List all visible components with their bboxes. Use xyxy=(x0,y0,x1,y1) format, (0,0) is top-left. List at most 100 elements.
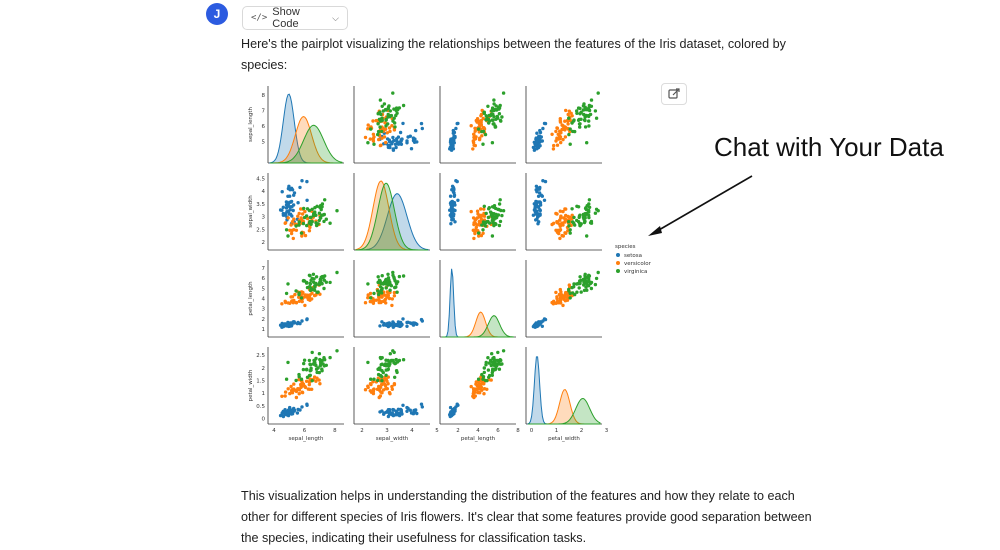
point-virginica xyxy=(299,377,304,381)
x-tick-label: 3 xyxy=(385,428,389,434)
point-virginica xyxy=(389,358,394,363)
point-virginica xyxy=(486,104,490,108)
point-virginica xyxy=(501,209,506,213)
point-versicolor xyxy=(555,212,559,216)
point-versicolor xyxy=(382,135,387,139)
point-versicolor xyxy=(554,290,558,295)
point-virginica xyxy=(567,116,571,120)
point-virginica xyxy=(501,349,506,353)
point-virginica xyxy=(393,125,397,129)
point-virginica xyxy=(378,279,382,283)
point-virginica xyxy=(481,377,485,381)
point-setosa xyxy=(419,402,424,406)
point-virginica xyxy=(573,292,577,297)
y-tick-label: 2.5 xyxy=(256,227,265,233)
show-code-label: Show Code xyxy=(272,6,300,30)
point-virginica xyxy=(582,283,586,287)
point-virginica xyxy=(315,204,319,208)
legend-marker-setosa xyxy=(616,253,620,257)
point-setosa xyxy=(538,144,542,148)
point-setosa xyxy=(455,179,459,184)
point-versicolor xyxy=(371,137,375,141)
point-virginica xyxy=(320,213,324,217)
legend-entry-versicolor: versicolor xyxy=(624,261,652,267)
point-virginica xyxy=(392,116,396,120)
point-versicolor xyxy=(555,296,559,301)
point-setosa xyxy=(401,121,405,126)
point-setosa xyxy=(283,212,287,216)
point-versicolor xyxy=(296,214,300,218)
point-versicolor xyxy=(476,212,480,216)
point-setosa xyxy=(298,185,302,190)
point-virginica xyxy=(494,362,498,366)
point-setosa xyxy=(391,413,396,418)
point-virginica xyxy=(593,109,598,113)
point-setosa xyxy=(419,121,424,126)
point-setosa xyxy=(419,317,424,322)
point-versicolor xyxy=(473,394,477,398)
point-virginica xyxy=(498,198,502,202)
point-setosa xyxy=(292,406,296,411)
external-edit-button[interactable] xyxy=(661,83,687,105)
point-virginica xyxy=(567,132,571,137)
point-setosa xyxy=(536,222,540,226)
point-versicolor xyxy=(387,296,392,301)
point-virginica xyxy=(482,204,486,208)
point-setosa xyxy=(406,320,410,324)
point-versicolor xyxy=(563,125,567,129)
point-versicolor xyxy=(564,213,568,218)
point-versicolor xyxy=(479,233,484,238)
point-versicolor xyxy=(475,120,479,124)
point-versicolor xyxy=(382,382,387,386)
point-setosa xyxy=(400,137,404,141)
point-virginica xyxy=(567,220,571,224)
point-virginica xyxy=(583,125,588,129)
point-virginica xyxy=(380,281,384,285)
point-virginica xyxy=(567,287,571,292)
point-versicolor xyxy=(472,236,476,241)
point-versicolor xyxy=(474,217,478,221)
point-setosa xyxy=(288,205,292,209)
point-virginica xyxy=(596,270,600,275)
point-virginica xyxy=(568,296,572,300)
point-virginica xyxy=(393,285,397,290)
point-virginica xyxy=(487,221,492,225)
point-setosa xyxy=(409,147,414,151)
point-versicolor xyxy=(558,287,562,292)
point-virginica xyxy=(593,211,598,215)
point-virginica xyxy=(310,276,314,281)
x-tick-label: 2 xyxy=(580,428,584,434)
point-setosa xyxy=(543,121,548,126)
point-versicolor xyxy=(561,209,565,214)
point-virginica xyxy=(284,228,289,232)
point-versicolor xyxy=(477,382,481,387)
point-setosa xyxy=(280,411,284,415)
point-virginica xyxy=(386,122,390,126)
point-virginica xyxy=(317,352,322,356)
point-setosa xyxy=(539,193,543,197)
x-axis-label: sepal_width xyxy=(376,436,409,442)
point-virginica xyxy=(578,275,582,279)
point-versicolor xyxy=(294,228,299,232)
point-setosa xyxy=(405,141,409,145)
point-versicolor xyxy=(481,116,485,121)
show-code-button[interactable]: </> Show Code ⌵ xyxy=(242,6,348,30)
point-virginica xyxy=(379,118,383,122)
point-virginica xyxy=(476,127,481,131)
point-setosa xyxy=(395,139,399,143)
point-versicolor xyxy=(477,137,482,142)
code-icon: </> xyxy=(251,13,268,23)
point-virginica xyxy=(568,291,572,296)
point-virginica xyxy=(316,222,320,226)
point-setosa xyxy=(405,324,409,328)
point-virginica xyxy=(578,213,582,217)
point-setosa xyxy=(392,408,396,412)
point-versicolor xyxy=(552,221,556,225)
point-virginica xyxy=(596,91,600,95)
point-setosa xyxy=(540,324,544,328)
point-versicolor xyxy=(303,233,308,238)
point-virginica xyxy=(383,362,388,366)
point-setosa xyxy=(451,212,455,216)
point-virginica xyxy=(587,119,591,123)
point-virginica xyxy=(568,127,572,131)
